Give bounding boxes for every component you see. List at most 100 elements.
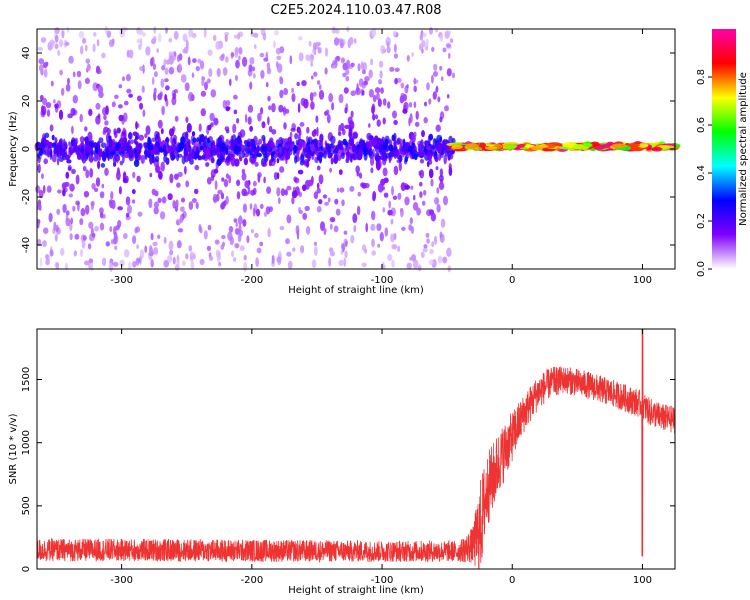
- spectrogram-cell: [376, 92, 380, 101]
- spectrogram-cell: [433, 63, 438, 71]
- spectrogram-x-ticks: -300 -200 -100 0 100: [110, 29, 652, 286]
- spectrogram-cell: [440, 218, 446, 228]
- spectrogram-cell: [136, 244, 139, 249]
- spectrogram-cell: [81, 239, 86, 249]
- spectrogram-cell: [101, 52, 106, 59]
- spectrogram-cell: [368, 88, 374, 98]
- spectrogram-cell: [283, 88, 289, 96]
- spectrogram-cell: [98, 137, 104, 144]
- spectrogram-cell: [207, 124, 212, 131]
- spectrogram-cell: [252, 180, 257, 187]
- spectrogram-cell: [313, 191, 319, 200]
- spectrogram-cell: [157, 234, 161, 239]
- spectrogram-cell: [256, 152, 262, 158]
- spectrogram-cell: [49, 249, 54, 257]
- spectrogram-cell: [39, 149, 43, 156]
- spectrogram-cell: [79, 136, 85, 143]
- spectrogram-cell: [359, 172, 363, 179]
- spectrogram-cell: [58, 109, 64, 120]
- spectrogram-cell: [136, 258, 141, 263]
- colorbar-label: Normalized spectral amplitude: [738, 72, 749, 226]
- spectrogram-cell: [194, 188, 199, 194]
- spectrogram-cell: [374, 87, 381, 94]
- spectrogram-cell: [61, 30, 65, 39]
- spectrogram-cell: [371, 210, 376, 221]
- spectrogram-cell: [180, 206, 185, 212]
- spectrogram-cell: [422, 247, 428, 253]
- spectrogram-cell: [637, 143, 649, 148]
- spectrogram-cell: [105, 105, 109, 115]
- spectrogram-cell: [331, 102, 334, 111]
- spectrogram-cell: [436, 187, 440, 194]
- spectrogram-cell: [128, 49, 134, 59]
- spectrogram-cell: [108, 135, 112, 140]
- spectrogram-cell: [359, 139, 364, 149]
- spectrogram-cell: [100, 163, 106, 168]
- spectrogram-cell: [223, 179, 229, 188]
- spectrogram-cell: [234, 243, 240, 249]
- spectrogram-cell: [45, 102, 52, 109]
- spectrogram-cell: [165, 157, 170, 165]
- spectrogram-cell: [233, 257, 237, 262]
- spectrogram-cell: [415, 110, 419, 120]
- spectrogram-x-label: Height of straight line (km): [288, 285, 424, 296]
- spectrogram-cell: [452, 72, 455, 79]
- spectrogram-cell: [334, 198, 339, 205]
- spectrogram-cell: [142, 32, 146, 37]
- spectrogram-cell: [38, 58, 44, 65]
- spectrogram-cell: [259, 52, 265, 58]
- spectrogram-cell: [345, 69, 350, 75]
- spectrogram-cell: [76, 70, 82, 78]
- spectrogram-cell: [350, 234, 355, 244]
- spectrogram-cell: [432, 138, 437, 148]
- spectrogram-cell: [118, 186, 122, 195]
- spectrogram-cell: [320, 221, 325, 232]
- spectrogram-cell: [394, 148, 400, 157]
- spectrogram-cell: [168, 240, 174, 251]
- spectrogram-cell: [339, 42, 344, 49]
- spectrogram-cell: [66, 159, 72, 164]
- figure-title: C2E5.2024.110.03.47.R08: [270, 3, 441, 18]
- spectrogram-cell: [182, 48, 188, 54]
- spectrogram-cell: [250, 229, 254, 234]
- spectrogram-cell: [396, 77, 402, 83]
- spectrogram-cell: [208, 68, 213, 77]
- spectrogram-cell: [147, 152, 152, 159]
- spectrogram-cell: [93, 142, 98, 149]
- spectrogram-cell: [175, 152, 180, 162]
- y-tick-label: -40: [21, 237, 32, 253]
- spectrogram-cell: [364, 146, 367, 155]
- spectrogram-cell: [273, 172, 278, 180]
- spectrogram-cell: [355, 165, 361, 174]
- spectrogram-cell: [139, 249, 145, 259]
- spectrogram-cell: [122, 177, 128, 184]
- spectrogram-cell: [62, 142, 66, 150]
- spectrogram-cell: [175, 199, 179, 208]
- spectrogram-cell: [148, 198, 153, 209]
- spectrogram-cell: [119, 259, 125, 267]
- spectrogram-cell: [398, 154, 403, 163]
- spectrogram-cell: [220, 202, 225, 210]
- spectrogram-cell: [215, 41, 221, 50]
- spectrogram-cell: [318, 84, 322, 90]
- spectrogram-cell: [260, 203, 264, 210]
- spectrogram-cell: [138, 29, 144, 35]
- spectrogram-cell: [133, 159, 140, 167]
- spectrogram-cell: [57, 189, 62, 194]
- spectrogram-cell: [327, 152, 333, 159]
- spectrogram-cell: [345, 76, 350, 82]
- spectrogram-cell: [356, 205, 361, 216]
- spectrogram-cell: [434, 156, 439, 163]
- y-tick-label: -20: [21, 189, 32, 205]
- spectrogram-cell: [439, 136, 443, 143]
- y-tick-label: 1000: [21, 430, 32, 455]
- spectrogram-cell: [350, 110, 354, 118]
- spectrogram-cell: [440, 76, 444, 81]
- spectrogram-cell: [206, 78, 211, 84]
- spectrogram-cell: [43, 227, 49, 234]
- spectrogram-cell: [70, 149, 73, 155]
- spectrogram-cell: [62, 188, 66, 197]
- spectrogram-cell: [45, 254, 49, 260]
- spectrogram-cell: [161, 196, 167, 204]
- spectrogram-image: [34, 25, 681, 273]
